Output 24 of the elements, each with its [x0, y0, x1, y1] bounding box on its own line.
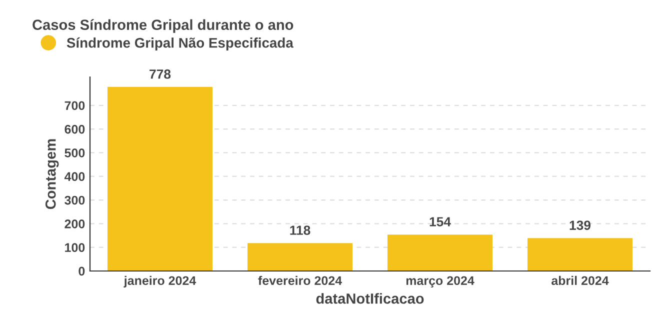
bar [388, 234, 492, 271]
data-label: 154 [430, 217, 451, 226]
y-tick-label: 100 [65, 243, 85, 252]
y-tick-label: 200 [64, 219, 85, 228]
bar [108, 86, 212, 271]
y-tick-label: 700 [64, 101, 85, 110]
chart-title: Casos Síndrome Gripal durante o ano [32, 19, 294, 33]
legend-label: Síndrome Gripal Não Especificada [66, 37, 294, 50]
bar [528, 238, 632, 271]
y-tick-label: 0 [78, 266, 85, 276]
y-tick-label: 400 [64, 172, 85, 182]
y-axis-title: Contagem [45, 139, 59, 210]
data-label: 778 [150, 69, 171, 79]
x-tick-label: abril 2024 [552, 276, 609, 286]
data-label: 118 [290, 226, 310, 235]
bar [248, 243, 352, 271]
x-tick-label: fevereiro 2024 [258, 276, 342, 286]
x-tick-label: janeiro 2024 [124, 276, 196, 288]
y-tick-label: 600 [64, 124, 85, 134]
y-tick-label: 300 [64, 196, 85, 205]
data-label: 139 [570, 220, 591, 230]
y-tick-label: 500 [64, 148, 85, 158]
x-tick-label: março 2024 [406, 276, 474, 288]
x-axis-title: dataNotIficacao [316, 293, 424, 304]
